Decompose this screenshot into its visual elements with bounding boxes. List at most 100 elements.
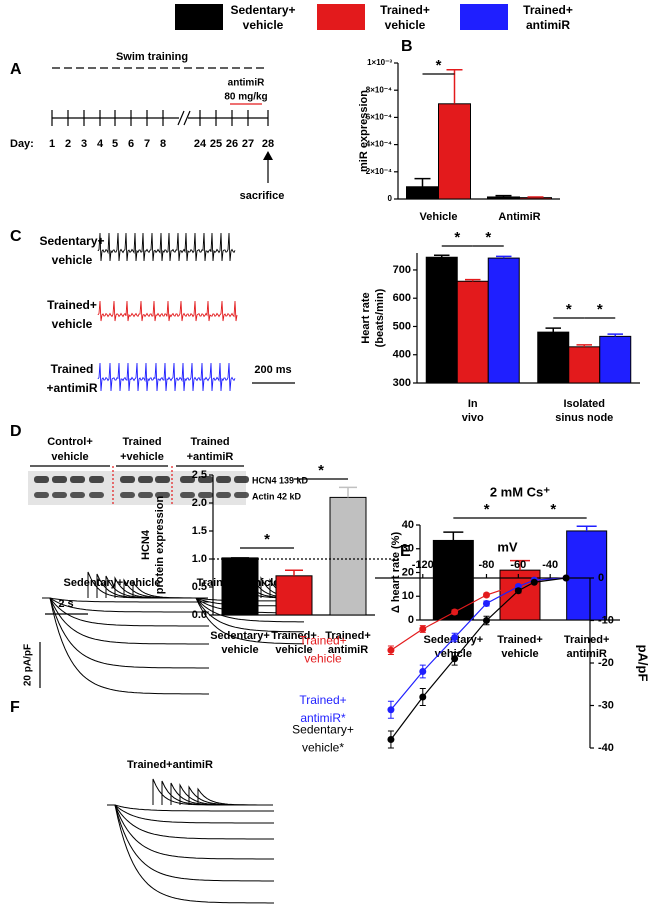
current-trace	[188, 597, 304, 645]
blot-group-label: Trained	[122, 436, 161, 448]
current-trace	[107, 804, 274, 860]
significance-mark: *	[264, 531, 270, 548]
current-trace	[42, 597, 209, 695]
current-trace	[107, 804, 274, 840]
dose-label: 80 mg/kg	[224, 92, 267, 103]
x-tick-label: Sedentary+vehicle	[210, 630, 270, 656]
x-tick-label: Trained+ vehicle	[497, 634, 543, 660]
y-axis-label: protein expression	[154, 496, 166, 595]
significance-mark: *	[454, 229, 460, 246]
error-bar	[576, 344, 592, 347]
ecg-trace	[97, 300, 238, 322]
current-trace	[107, 804, 274, 882]
bar	[425, 256, 458, 384]
protocol-title: Swim training	[116, 51, 188, 63]
endpoint-label: sacrifice	[240, 190, 285, 202]
bar	[438, 103, 471, 200]
error-bar	[496, 255, 512, 259]
panel-label: E	[400, 543, 411, 560]
y-tick-label: -30	[598, 699, 614, 711]
y-axis-label: HCN4	[140, 529, 152, 560]
ecg-label: Trained	[51, 362, 94, 376]
panel-label: D	[10, 423, 22, 440]
y-axis-label: (beats/min)	[374, 288, 386, 347]
x-tick-label: AntimiR	[498, 211, 540, 223]
ecg-trace	[97, 232, 236, 262]
bar	[487, 257, 520, 384]
error-bar	[446, 69, 463, 104]
y-axis-label: pA/pF	[636, 645, 651, 682]
error-bar	[443, 531, 464, 541]
data-point	[482, 617, 490, 624]
bar	[599, 335, 632, 384]
panel-label: A	[10, 61, 22, 78]
legend-label: Sedentary+	[230, 3, 295, 17]
bar	[406, 186, 439, 200]
blot-band-label: HCN4 139 kD	[252, 475, 309, 485]
x-tick-label: Vehicle	[420, 211, 458, 223]
bar	[487, 196, 520, 200]
blot-band	[155, 476, 170, 483]
legend-label: Trained+	[380, 3, 430, 17]
y-tick-label: 10	[402, 590, 414, 602]
error-bar	[495, 194, 512, 197]
bar	[568, 346, 601, 384]
blot-band	[155, 492, 170, 498]
day-number: 4	[97, 138, 104, 150]
blot-band	[234, 476, 249, 483]
ecg-label: Trained+	[47, 298, 97, 312]
blot-band	[52, 476, 67, 483]
significance-mark: *	[597, 301, 603, 318]
day-number: 8	[160, 138, 166, 150]
y-tick-label: 600	[393, 292, 411, 304]
y-tick-label: 0	[408, 614, 414, 626]
panel-label: C	[10, 228, 22, 245]
error-bar	[576, 525, 597, 531]
error-bar	[465, 278, 481, 282]
error-bar	[434, 254, 450, 258]
error-bar	[339, 486, 357, 498]
significance-mark: *	[566, 301, 572, 318]
error-bar	[545, 327, 561, 333]
significance-mark: *	[485, 229, 491, 246]
blot-band	[180, 492, 195, 498]
data-point	[419, 668, 427, 675]
y-tick-label: 2×10⁻⁴	[366, 167, 392, 176]
error-bar	[510, 559, 530, 571]
data-point	[419, 625, 427, 633]
data-point	[482, 600, 490, 607]
y-tick-label: 8×10⁻⁴	[366, 85, 392, 94]
data-point	[387, 706, 395, 714]
y-tick-label: 700	[393, 264, 411, 276]
current-trace	[42, 597, 209, 627]
trace-label: Sedentary+vehicle	[64, 577, 161, 589]
significance-mark: *	[436, 57, 442, 74]
data-point	[451, 634, 459, 641]
blot-band-label: Actin 42 kD	[252, 491, 302, 501]
data-point	[451, 655, 459, 663]
blot-band	[234, 492, 249, 498]
bar	[456, 280, 489, 384]
current-scale-label: 20 pA/pF	[23, 644, 34, 686]
blot-group-label: vehicle	[51, 451, 88, 463]
day-number: 28	[262, 138, 274, 150]
data-point	[482, 591, 490, 599]
panel-label: B	[401, 38, 413, 55]
blot-band	[70, 492, 85, 498]
blot-band	[138, 492, 153, 498]
series-label: Trained+ antimiR*	[299, 693, 346, 725]
ecg-scale-label: 200 ms	[254, 364, 291, 376]
trace-label: Trained+antimiR	[127, 759, 213, 771]
blot-band	[180, 476, 195, 483]
blot-band	[89, 476, 104, 483]
y-tick-label: 1.0	[192, 553, 207, 565]
ecg-label: vehicle	[52, 253, 93, 267]
blot-band	[34, 492, 49, 498]
current-trace	[188, 597, 304, 623]
day-label: Day:	[10, 138, 34, 150]
ecg-label: Sedentary+	[39, 234, 104, 248]
x-tick-label: In vivo	[462, 398, 484, 424]
day-number: 26	[226, 138, 238, 150]
y-tick-label: 40	[402, 519, 414, 531]
